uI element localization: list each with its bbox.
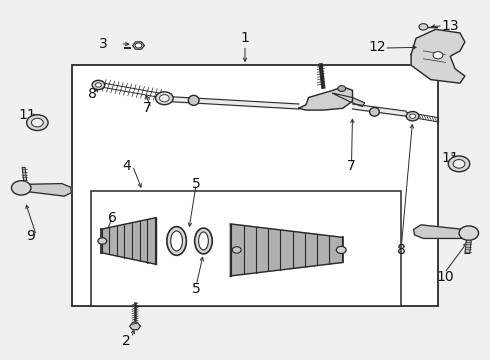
Text: 10: 10 [437,270,454,284]
Circle shape [26,115,48,131]
Text: 5: 5 [192,177,200,190]
Bar [72,65,438,306]
Polygon shape [465,240,471,253]
Ellipse shape [188,95,199,105]
Circle shape [433,51,443,59]
Circle shape [406,112,419,121]
Polygon shape [411,30,465,83]
Circle shape [156,92,173,105]
Polygon shape [230,224,343,276]
Circle shape [135,43,142,48]
Circle shape [419,24,428,30]
Text: 13: 13 [441,19,459,33]
Ellipse shape [171,231,182,251]
Text: 4: 4 [122,159,131,173]
Circle shape [338,86,345,91]
Text: 9: 9 [26,229,35,243]
Text: 3: 3 [99,37,108,51]
Circle shape [453,159,465,168]
Circle shape [159,95,169,102]
Circle shape [11,181,31,195]
Polygon shape [133,42,145,49]
Polygon shape [299,87,352,110]
Circle shape [410,114,416,118]
Text: 7: 7 [347,159,356,173]
Circle shape [98,238,107,244]
Text: 1: 1 [241,31,249,45]
Circle shape [232,247,241,253]
Text: 12: 12 [368,40,386,54]
Text: 6: 6 [311,243,319,257]
Text: 11: 11 [19,108,36,122]
Text: 7: 7 [143,101,151,115]
Polygon shape [101,218,156,264]
Text: 6: 6 [108,211,117,225]
Ellipse shape [369,108,379,116]
Circle shape [92,80,105,90]
Text: 5: 5 [192,282,200,296]
Ellipse shape [198,232,208,250]
Circle shape [336,246,346,253]
Text: 11: 11 [441,152,459,166]
Circle shape [448,156,470,172]
Polygon shape [414,225,475,238]
Bar [91,191,401,306]
Ellipse shape [195,228,212,254]
Polygon shape [333,93,365,107]
Text: 8: 8 [397,243,406,257]
Circle shape [96,83,101,87]
Text: 2: 2 [122,334,131,348]
Polygon shape [15,184,72,196]
Ellipse shape [167,226,186,255]
Circle shape [459,226,479,240]
Text: 8: 8 [88,87,97,101]
Polygon shape [130,323,141,330]
Polygon shape [22,167,26,181]
Circle shape [31,118,43,127]
